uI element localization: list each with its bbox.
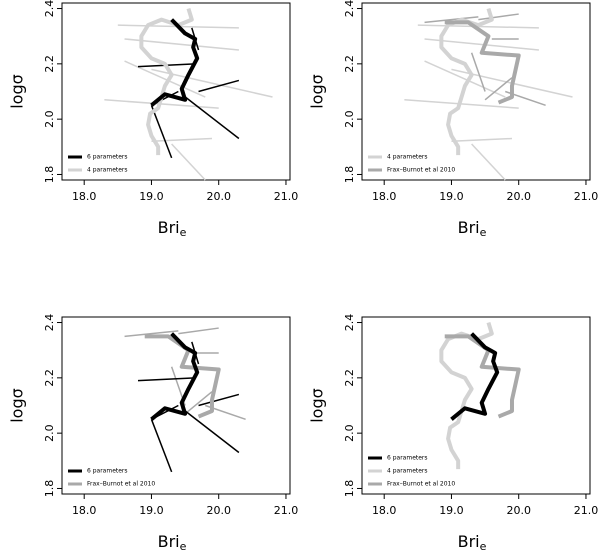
- error-segment: [124, 60, 206, 98]
- error-segment: [124, 330, 179, 338]
- y-tick-label: 1.8: [43, 480, 56, 498]
- x-axis-label: Brie: [458, 532, 487, 552]
- legend-label: 6 parameters: [87, 154, 128, 161]
- panel: 18.0 19.0 20.0 21.0 1.8 2.0 2.2 2.4 Brie logσ 6 pa…: [308, 314, 599, 552]
- panel: 18.0 19.0 20.0 21.0 1.8 2.0 2.2 2.4 Brie logσ 6 pa…: [8, 0, 299, 239]
- y-axis-label: logσ: [8, 74, 27, 109]
- x-tick-label: 20.0: [506, 190, 531, 203]
- x-axis-label: Brie: [158, 218, 187, 240]
- error-segment: [424, 16, 479, 24]
- y-tick-label: 2.0: [43, 424, 56, 442]
- plot-frame: [361, 2, 591, 181]
- plot-frame: [61, 316, 291, 495]
- x-tick-label: 20.0: [206, 504, 231, 517]
- error-segment: [424, 60, 506, 98]
- legend-label: 4 parameters: [387, 154, 428, 161]
- x-tick-label: 19.0: [439, 504, 464, 517]
- x-tick-label: 19.0: [139, 190, 164, 203]
- error-segment: [484, 77, 513, 101]
- error-segment: [171, 143, 206, 181]
- error-segment: [181, 407, 240, 454]
- series-line: [439, 7, 494, 156]
- x-axis-label-text: Bri: [458, 532, 480, 551]
- error-segment: [451, 137, 513, 143]
- error-segment: [151, 137, 213, 143]
- y-tick-label: 2.2: [343, 55, 356, 73]
- y-tick-label: 2.4: [43, 314, 56, 332]
- legend-label: 6 parameters: [387, 455, 428, 462]
- error-segment: [137, 377, 196, 382]
- error-segment: [478, 13, 519, 21]
- x-axis-label-text: Bri: [158, 218, 180, 237]
- error-segment: [471, 143, 506, 181]
- error-segment: [104, 99, 219, 109]
- plot-frame: [61, 2, 291, 181]
- legend-label: 4 parameters: [87, 167, 128, 174]
- error-segment: [150, 105, 173, 159]
- y-axis-label: logσ: [308, 388, 327, 423]
- legend-label: Frax–Burnot et al 2010: [387, 167, 455, 174]
- y-tick-label: 2.2: [43, 369, 56, 387]
- panel: 18.0 19.0 20.0 21.0 1.8 2.0 2.2 2.4 Brie logσ 4 pa…: [308, 0, 599, 239]
- x-tick-label: 21.0: [574, 504, 599, 517]
- y-tick-label: 1.8: [343, 166, 356, 184]
- x-tick-label: 19.0: [139, 504, 164, 517]
- y-tick-label: 2.2: [43, 55, 56, 73]
- series-line: [144, 334, 221, 419]
- x-tick-label: 18.0: [72, 190, 97, 203]
- plot-frame: [361, 316, 591, 495]
- error-segment: [470, 52, 486, 92]
- x-tick-label: 21.0: [274, 190, 299, 203]
- x-tick-label: 21.0: [574, 190, 599, 203]
- legend-label: 4 parameters: [387, 468, 428, 475]
- series-line: [139, 7, 194, 156]
- y-tick-label: 2.2: [343, 369, 356, 387]
- error-segment: [150, 419, 173, 473]
- series-line: [150, 332, 200, 421]
- x-tick-label: 18.0: [372, 504, 397, 517]
- y-tick-label: 2.4: [43, 0, 56, 17]
- series-line: [150, 18, 200, 107]
- legend-label: Frax–Burnot et al 2010: [387, 481, 455, 488]
- x-axis-label-text: Bri: [158, 532, 180, 551]
- error-segment: [178, 327, 219, 335]
- error-segment: [198, 393, 240, 407]
- x-axis-label: Brie: [158, 532, 187, 552]
- y-axis-label: logσ: [8, 388, 27, 423]
- y-tick-label: 1.8: [43, 166, 56, 184]
- error-segment: [184, 391, 213, 415]
- series-line: [444, 334, 521, 419]
- legend-label: Frax–Burnot et al 2010: [87, 481, 155, 488]
- error-segment: [404, 99, 519, 109]
- x-tick-label: 20.0: [506, 504, 531, 517]
- series-line: [450, 332, 500, 421]
- error-segment: [124, 38, 239, 51]
- y-tick-label: 2.0: [43, 110, 56, 128]
- x-tick-label: 21.0: [274, 504, 299, 517]
- x-axis-label-subscript: e: [480, 226, 487, 239]
- x-axis-label-subscript: e: [480, 540, 487, 552]
- x-axis-label-subscript: e: [180, 540, 187, 552]
- y-tick-label: 1.8: [343, 480, 356, 498]
- y-axis-label: logσ: [308, 74, 327, 109]
- y-tick-label: 2.0: [343, 424, 356, 442]
- error-segment: [198, 79, 240, 93]
- x-axis-label-subscript: e: [180, 226, 187, 239]
- y-tick-label: 2.4: [343, 0, 356, 17]
- error-segment: [424, 38, 539, 51]
- x-tick-label: 19.0: [439, 190, 464, 203]
- x-tick-label: 18.0: [372, 190, 397, 203]
- x-tick-label: 18.0: [72, 504, 97, 517]
- error-segment: [181, 93, 240, 140]
- series-line: [444, 20, 521, 105]
- x-axis-label: Brie: [458, 218, 487, 240]
- x-axis-label-text: Bri: [458, 218, 480, 237]
- x-tick-label: 20.0: [206, 190, 231, 203]
- y-tick-label: 2.0: [343, 110, 356, 128]
- panel: 18.0 19.0 20.0 21.0 1.8 2.0 2.2 2.4 Brie logσ 6 pa…: [8, 314, 299, 552]
- legend-label: 6 parameters: [87, 468, 128, 475]
- y-tick-label: 2.4: [343, 314, 356, 332]
